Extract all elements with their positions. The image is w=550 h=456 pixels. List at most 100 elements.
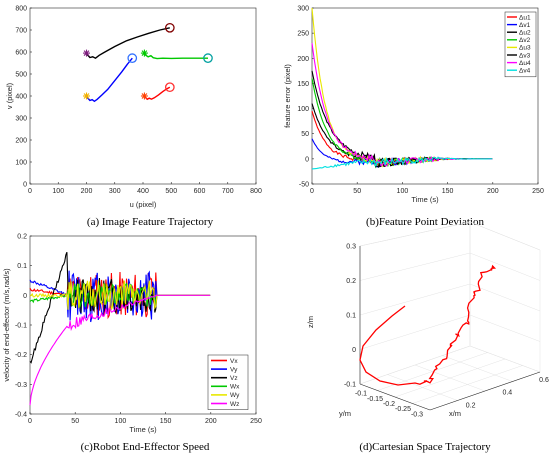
start-marker-stroke [83,93,90,99]
x-tick-label: 0.2 [466,402,476,409]
y-tick-label: -0.4 [15,412,27,419]
x-tick-label: 700 [222,188,234,195]
panel-d: -0.100.10.20.3-0.1-0.15-0.2-0.25-0.30.20… [306,221,549,453]
end-marker [127,53,138,64]
y-tick-label: 800 [15,6,27,13]
y-tick-label: -0.3 [15,382,27,389]
y-tick-label: 300 [297,6,309,13]
legend-label: Δu1 [519,14,531,21]
plot-a-xlabel: u (pixel) [130,200,157,209]
trajectory-line [143,52,208,60]
plot-b-frame [311,7,539,185]
plot-d-trajectory [359,264,497,386]
legend-label: Δu3 [519,45,531,52]
legend-label: Δv1 [519,22,531,29]
x-tick-label: 150 [160,418,172,425]
y-tick-label: 500 [15,72,27,79]
y-tick-label: 100 [15,160,27,167]
back-wall-right [469,221,541,373]
legend-label: Δu2 [519,30,531,37]
x-tick-label: 150 [442,188,454,195]
plot-d-ylabel: y/m [339,409,351,418]
y-tick-label: 50 [301,131,309,138]
plot-c-ylabel: velocity of end-effector (m/s,rad/s) [2,268,11,382]
x-tick-label: 800 [250,188,262,195]
y-tick-label: 600 [15,50,27,57]
y-tick-label: -0.2 [383,401,395,408]
x-tick-label: 250 [532,188,544,195]
y-tick-label: 250 [297,31,309,38]
y-tick-label: -0.15 [367,396,383,403]
y-tick-label: -50 [299,182,309,189]
x-axis-line [429,371,541,411]
plot-b-ylabel: feature error (pixel) [283,64,292,128]
error-series-line [311,110,493,166]
x-tick-label: 100 [52,188,64,195]
y-tick-label: -0.25 [395,406,411,413]
start-marker-stroke [141,93,148,99]
y-tick-label: -0.1 [15,323,27,330]
z-tick-label: -0.1 [344,382,356,389]
plot-a-ticks: 0 100 200 300 400 500 600 700 800 0 100 200 300 400 50… [15,6,262,196]
y-tick-label: 0 [305,156,309,163]
z-tick-label: 0.2 [346,278,356,285]
trajectory-line [85,27,170,60]
plot-d-zlabel: z/m [306,316,315,328]
error-series-line [311,156,493,170]
z-gridline [469,252,541,281]
legend-label: Δv4 [519,68,531,75]
panel-c: 0 50 100 150 200 250 -0.4 -0.3 -0.2 -0.1 0 0.1 0.2 V… [2,234,262,454]
x-tick-label: 200 [81,188,93,195]
caption-c: (c)Robot End-Effector Speed [81,441,210,453]
y-tick-label: 700 [15,28,27,35]
caption-d: (d)Cartesian Space Trajectory [359,441,491,453]
start-marker-stroke [83,50,90,56]
floor-gridline [442,355,513,382]
z-gridline [359,283,471,316]
y-tick-label: 0.2 [17,234,27,241]
z-tick-label: 0.1 [346,313,356,320]
plot-d-ticks: -0.100.10.20.3-0.1-0.15-0.2-0.25-0.30.20… [344,244,549,419]
x-tick-label: 100 [115,418,127,425]
legend-label: Vx [230,358,238,365]
velocity-series-line [29,294,211,406]
start-marker [140,49,148,57]
y-tick-label: -0.2 [15,352,27,359]
x-tick-label: 0.6 [539,377,549,384]
end-marker [164,22,175,33]
z-gridline [359,314,471,350]
end-marker [203,53,213,64]
plot-a-trajectories [83,22,213,103]
z-gridline [469,283,541,312]
x-tick-label: 0.4 [502,390,512,397]
legend-label: Wz [230,401,239,408]
x-tick-label: 50 [353,188,361,195]
y-tick-label: 200 [15,138,27,145]
y-tick-label: 100 [297,106,309,113]
legend-box [207,354,249,410]
x-tick-label: 50 [71,418,79,425]
legend-label: Wx [230,384,240,391]
plot-c-xlabel: Time (s) [129,425,157,434]
legend-label: Δv3 [519,52,531,59]
caption-b: (b)Feature Point Deviation [366,216,484,228]
x-tick-label: 0 [28,188,32,195]
x-tick-label: 200 [205,418,217,425]
plot-c-ticks: 0 50 100 150 200 250 -0.4 -0.3 -0.2 -0.1 0 0.1 0.2 [15,234,262,426]
start-marker-stroke [141,50,148,56]
x-tick-label: 600 [194,188,206,195]
start-marker [140,92,148,100]
y-tick-label: -0.1 [355,391,367,398]
z-gridline [469,314,541,342]
plot-a-ylabel: v (pixel) [5,82,14,109]
y-tick-label: -0.3 [411,411,423,418]
legend-label: Wy [230,392,240,399]
z-tick-label: 0 [352,347,356,354]
x-tick-label: 100 [397,188,409,195]
plot-c-series [29,251,211,406]
